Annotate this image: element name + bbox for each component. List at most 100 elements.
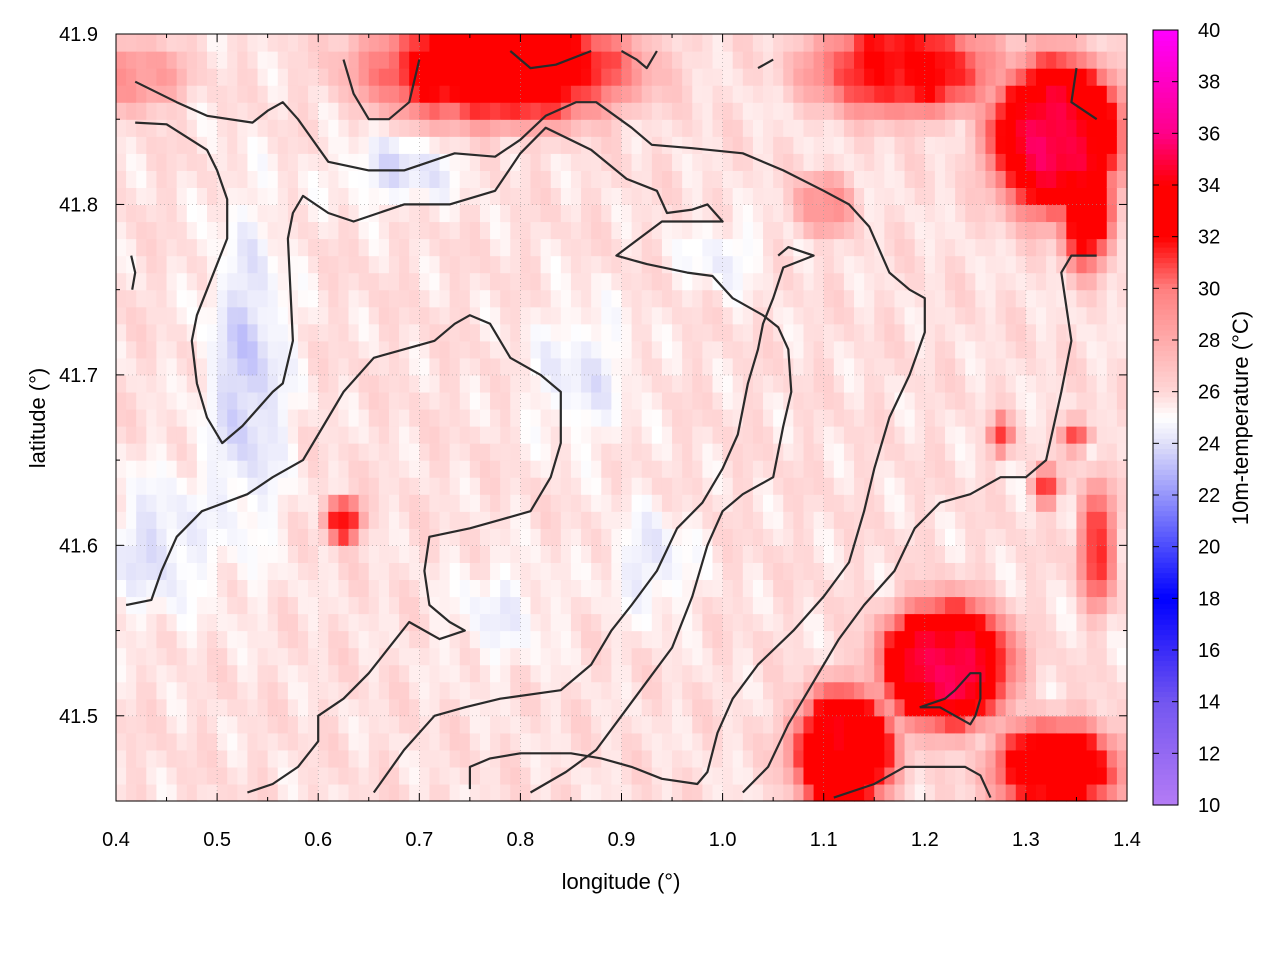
heatmap-cell: [581, 374, 592, 393]
heatmap-cell: [479, 408, 491, 427]
heatmap-cell: [1096, 221, 1108, 240]
heatmap-cell: [530, 749, 542, 768]
colorbar-segment: [1153, 469, 1178, 475]
heatmap-cell: [651, 272, 663, 291]
colorbar-segment: [1153, 458, 1178, 465]
heatmap-cell: [479, 511, 491, 529]
heatmap-cell: [651, 613, 663, 632]
colorbar-tick-label: 16: [1198, 640, 1220, 662]
heatmap-cell: [1076, 426, 1088, 444]
heatmap-cell: [773, 613, 784, 632]
heatmap-cell: [1036, 391, 1047, 410]
heatmap-cell: [378, 443, 390, 461]
heatmap-cell: [146, 221, 158, 240]
heatmap-cell: [277, 511, 289, 529]
heatmap-cell: [884, 153, 896, 171]
heatmap-cell: [136, 408, 147, 427]
heatmap-cell: [672, 766, 683, 785]
heatmap-cell: [116, 238, 127, 257]
heatmap-cell: [429, 528, 441, 546]
heatmap-cell: [459, 306, 471, 325]
heatmap-cell: [156, 272, 168, 291]
heatmap-cell: [399, 357, 410, 376]
heatmap-cell: [1106, 783, 1118, 802]
heatmap-cell: [965, 732, 976, 751]
heatmap-cell: [378, 664, 390, 683]
heatmap-cell: [1015, 732, 1027, 751]
heatmap-cell: [540, 102, 552, 120]
heatmap-cell: [672, 68, 683, 86]
heatmap-cell: [874, 323, 885, 342]
heatmap-cell: [490, 443, 501, 461]
heatmap-cell: [763, 477, 774, 495]
heatmap-cell: [490, 698, 501, 717]
heatmap-cell: [136, 374, 147, 393]
heatmap-cell: [399, 443, 410, 461]
heatmap-cell: [338, 613, 350, 632]
contour-line: [757, 58, 774, 70]
heatmap-cell: [318, 34, 329, 52]
colorbar-segment: [1153, 236, 1178, 243]
heatmap-cell: [126, 391, 137, 410]
heatmap-cell: [651, 477, 663, 495]
heatmap-cell: [783, 596, 794, 615]
heatmap-cell: [702, 596, 714, 615]
heatmap-cell: [581, 51, 592, 69]
heatmap-cell: [732, 340, 744, 359]
colorbar-tick-label: 30: [1198, 278, 1220, 300]
heatmap-cell: [328, 136, 340, 154]
heatmap-cell: [500, 630, 511, 649]
heatmap-cell: [490, 647, 501, 666]
heatmap-cell: [641, 766, 653, 785]
heatmap-cell: [550, 698, 562, 717]
heatmap-cell: [358, 647, 370, 666]
heatmap-cell: [763, 255, 774, 274]
heatmap-cell: [227, 153, 238, 171]
heatmap-cell: [116, 68, 127, 86]
heatmap-cell: [914, 664, 926, 683]
heatmap-cell: [570, 289, 582, 308]
heatmap-cell: [206, 545, 218, 563]
heatmap-cell: [338, 289, 350, 308]
heatmap-cell: [752, 426, 764, 444]
heatmap-cell: [217, 306, 228, 325]
heatmap-cell: [1046, 340, 1057, 359]
heatmap-cell: [924, 85, 936, 103]
heatmap-cell: [1005, 783, 1017, 802]
heatmap-cell: [1116, 596, 1128, 615]
heatmap-cell: [581, 289, 592, 308]
heatmap-cell: [227, 255, 238, 274]
heatmap-cell: [560, 340, 572, 359]
heatmap-cell: [500, 68, 511, 86]
heatmap-cell: [388, 545, 400, 563]
heatmap-cell: [227, 85, 238, 103]
heatmap-cell: [823, 426, 835, 444]
heatmap-cell: [692, 170, 703, 188]
heatmap-cell: [1005, 545, 1017, 563]
colorbar-label: 10m-temperature (°C): [1228, 311, 1253, 525]
heatmap-cell: [277, 732, 289, 751]
heatmap-cell: [874, 238, 885, 257]
heatmap-cell: [308, 51, 319, 69]
heatmap-cell: [843, 664, 855, 683]
heatmap-cell: [227, 221, 238, 240]
heatmap-cell: [803, 221, 815, 240]
colorbar-segment: [1153, 334, 1178, 341]
heatmap-cell: [682, 664, 693, 683]
heatmap-cell: [1015, 749, 1027, 768]
heatmap-cell: [793, 374, 805, 393]
colorbar-segment: [1153, 76, 1178, 83]
heatmap-cell: [1056, 630, 1067, 649]
y-axis-ticks: 41.541.641.741.841.9: [59, 24, 1127, 728]
heatmap-cell: [409, 255, 420, 274]
heatmap-cell: [702, 136, 714, 154]
heatmap-cell: [429, 51, 441, 69]
heatmap-cell: [985, 136, 997, 154]
heatmap-cell: [712, 374, 724, 393]
heatmap-cell: [297, 477, 309, 495]
heatmap-cell: [368, 153, 380, 171]
heatmap-cell: [722, 596, 734, 615]
heatmap-cell: [722, 681, 734, 700]
heatmap-cell: [985, 306, 997, 325]
heatmap-cell: [884, 323, 896, 342]
